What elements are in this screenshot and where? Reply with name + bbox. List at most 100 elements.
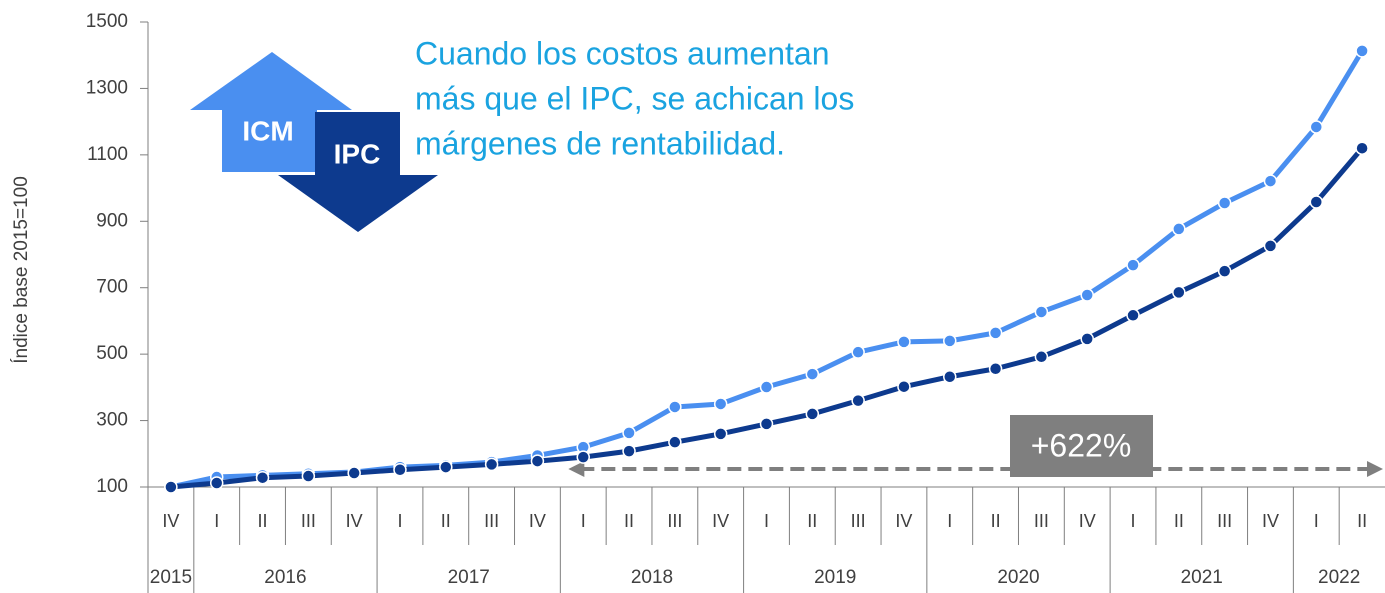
data-point	[897, 379, 911, 394]
x-tick-label: I	[1314, 511, 1319, 531]
x-tick-label: II	[258, 511, 268, 531]
data-point	[1217, 264, 1232, 278]
x-tick-label: I	[581, 511, 586, 531]
legend-label: ICM	[242, 115, 293, 146]
year-label: 2015	[150, 567, 192, 588]
icm-arrow	[190, 52, 352, 172]
data-point	[851, 345, 865, 359]
data-point	[805, 367, 820, 381]
data-point	[622, 444, 636, 458]
data-point	[713, 427, 728, 441]
data-point	[759, 380, 774, 394]
y-tick-label: 100	[96, 476, 128, 497]
data-point	[1309, 195, 1324, 209]
data-point	[1126, 258, 1140, 272]
data-point	[668, 400, 682, 414]
callout-arrowhead	[1367, 461, 1383, 477]
x-tick-label: II	[1174, 511, 1184, 531]
data-point	[943, 334, 957, 348]
data-point	[530, 454, 545, 468]
data-point	[1080, 332, 1094, 346]
year-label: 2018	[631, 567, 673, 588]
data-point	[439, 460, 453, 474]
y-tick-label: 500	[96, 343, 128, 364]
data-point	[1355, 141, 1369, 155]
data-point	[393, 462, 407, 477]
x-tick-label: IV	[1079, 511, 1096, 531]
year-label: 2022	[1318, 567, 1360, 588]
x-tick-label: II	[624, 511, 634, 531]
y-tick-label: 900	[96, 210, 128, 231]
data-point	[805, 407, 820, 421]
data-point	[1034, 305, 1049, 319]
x-tick-label: III	[301, 511, 316, 531]
data-point	[1126, 308, 1140, 323]
data-point	[1172, 222, 1186, 236]
data-point	[713, 397, 728, 411]
annotation: Cuando los costos aumentan	[415, 35, 829, 71]
x-tick-label: IV	[895, 511, 912, 531]
y-tick-label: 700	[96, 277, 128, 298]
x-tick-label: I	[764, 511, 769, 531]
x-tick-label: III	[1034, 511, 1049, 531]
y-tick-label: 1100	[87, 144, 128, 165]
year-label: 2021	[1181, 567, 1223, 588]
callout-box	[1010, 415, 1153, 477]
year-label: 2016	[264, 567, 306, 588]
x-tick-label: IV	[529, 511, 546, 531]
callout-arrowhead	[568, 461, 585, 477]
x-tick-label: II	[441, 511, 451, 531]
data-point	[301, 469, 316, 483]
data-point	[209, 476, 224, 490]
ipc-arrow	[278, 112, 438, 232]
data-point	[897, 335, 911, 349]
data-point	[484, 457, 499, 472]
data-point	[988, 326, 1003, 340]
callout-label: +622%	[1031, 427, 1132, 463]
x-tick-label: I	[214, 511, 219, 531]
data-point	[1355, 44, 1369, 58]
x-tick-label: III	[667, 511, 682, 531]
annotation: márgenes de rentabilidad.	[415, 125, 785, 161]
data-point	[1309, 120, 1324, 134]
data-point	[164, 480, 178, 494]
x-tick-label: III	[484, 511, 499, 531]
y-tick-label: 1500	[86, 11, 128, 32]
annotation: más que el IPC, se achican los	[415, 80, 854, 116]
data-point	[1263, 174, 1278, 188]
data-point	[1172, 285, 1186, 300]
data-point	[347, 466, 361, 480]
x-tick-label: IV	[162, 511, 179, 531]
x-tick-label: III	[1217, 511, 1232, 531]
y-tick-label: 1300	[86, 77, 128, 98]
data-point	[576, 450, 590, 464]
data-point	[1217, 196, 1232, 210]
data-point	[668, 435, 682, 449]
x-tick-label: IV	[1262, 511, 1279, 531]
x-tick-label: I	[397, 511, 402, 531]
x-tick-label: I	[947, 511, 952, 531]
y-tick-label: 300	[96, 410, 128, 431]
year-label: 2020	[997, 567, 1039, 588]
legend: ICM IPC	[190, 52, 438, 232]
data-point	[622, 426, 636, 440]
x-tick-label: II	[807, 511, 817, 531]
data-point	[255, 470, 270, 485]
year-label: 2019	[814, 567, 856, 588]
data-point	[1034, 350, 1049, 364]
data-point	[851, 393, 865, 408]
data-point	[988, 362, 1003, 376]
data-point	[759, 417, 774, 431]
year-label: 2017	[448, 567, 490, 588]
x-tick-label: III	[851, 511, 866, 531]
data-point	[943, 369, 957, 384]
x-tick-label: II	[991, 511, 1001, 531]
x-tick-label: IV	[712, 511, 729, 531]
x-tick-label: I	[1131, 511, 1136, 531]
x-tick-label: II	[1357, 511, 1367, 531]
data-point	[1080, 288, 1094, 302]
x-tick-label: IV	[346, 511, 363, 531]
y-axis-label: Índice base 2015=100	[11, 176, 32, 364]
data-point	[1263, 239, 1278, 253]
